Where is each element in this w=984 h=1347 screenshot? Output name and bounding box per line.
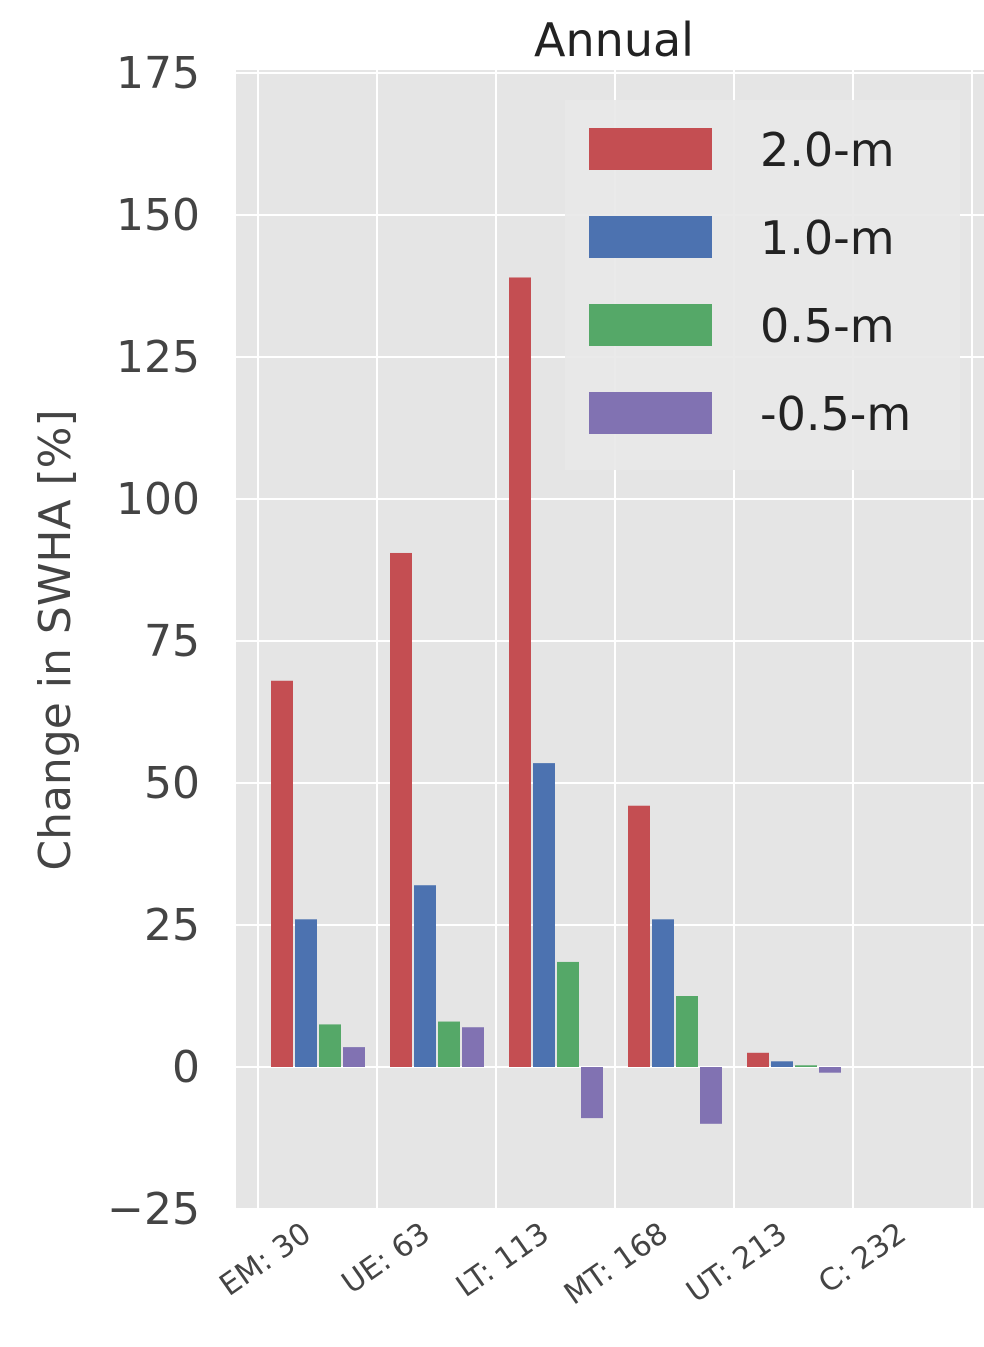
- bar-1.0-m-EM: [295, 919, 317, 1067]
- x-tick-label: EM: 30: [213, 1216, 317, 1304]
- y-tick-label: 75: [144, 616, 200, 667]
- y-tick-label: 150: [116, 190, 200, 241]
- bar-2.0-m-UE: [390, 553, 412, 1067]
- bar-2.0-m-UT: [747, 1053, 769, 1067]
- bar--0.5-m-EM: [343, 1047, 365, 1067]
- y-tick-label: 50: [144, 758, 200, 809]
- bar--0.5-m-UT: [819, 1067, 841, 1073]
- y-tick-label: 25: [144, 900, 200, 951]
- bar-1.0-m-UT: [771, 1061, 793, 1067]
- x-axis-ticks: EM: 30 UE: 63 LT: 113 MT: 168 UT: 213 C: 232: [213, 1216, 912, 1312]
- y-tick-label: 100: [116, 474, 200, 525]
- legend-swatch: [589, 304, 712, 346]
- legend-label: 0.5-m: [760, 299, 895, 353]
- y-axis-label: Change in SWHA [%]: [30, 409, 81, 870]
- x-tick-label: MT: 168: [558, 1216, 675, 1312]
- legend-swatch: [589, 216, 712, 258]
- bar-0.5-m-UE: [438, 1022, 460, 1067]
- legend-swatch: [589, 392, 712, 434]
- y-tick-label: −25: [107, 1184, 200, 1235]
- legend-swatch: [589, 128, 712, 170]
- bar-0.5-m-EM: [319, 1024, 341, 1067]
- bar-1.0-m-LT: [533, 763, 555, 1067]
- legend: 2.0-m 1.0-m 0.5-m -0.5-m: [565, 100, 960, 470]
- bar-2.0-m-EM: [271, 681, 293, 1067]
- bar--0.5-m-MT: [700, 1067, 722, 1124]
- y-tick-label: 0: [172, 1042, 200, 1093]
- x-tick-label: C: 232: [812, 1216, 912, 1301]
- bar-1.0-m-UE: [414, 885, 436, 1067]
- bar-0.5-m-UT: [795, 1065, 817, 1067]
- x-tick-label: UT: 213: [680, 1216, 793, 1310]
- y-tick-label: 125: [116, 332, 200, 383]
- x-tick-label: LT: 113: [450, 1216, 556, 1305]
- bar-0.5-m-MT: [676, 996, 698, 1067]
- y-axis-ticks: 175 150 125 100 75 50 25 0 −25: [107, 48, 200, 1235]
- legend-label: -0.5-m: [760, 387, 911, 441]
- bar-2.0-m-LT: [509, 277, 531, 1067]
- bar-0.5-m-LT: [557, 962, 579, 1067]
- y-tick-label: 175: [116, 48, 200, 99]
- bar--0.5-m-UE: [462, 1027, 484, 1067]
- bar--0.5-m-LT: [581, 1067, 603, 1118]
- x-tick-label: UE: 63: [336, 1216, 437, 1301]
- chart-title: Annual: [534, 13, 694, 67]
- bar-1.0-m-MT: [652, 919, 674, 1067]
- bar-2.0-m-MT: [628, 806, 650, 1067]
- legend-label: 2.0-m: [760, 123, 895, 177]
- legend-label: 1.0-m: [760, 211, 895, 265]
